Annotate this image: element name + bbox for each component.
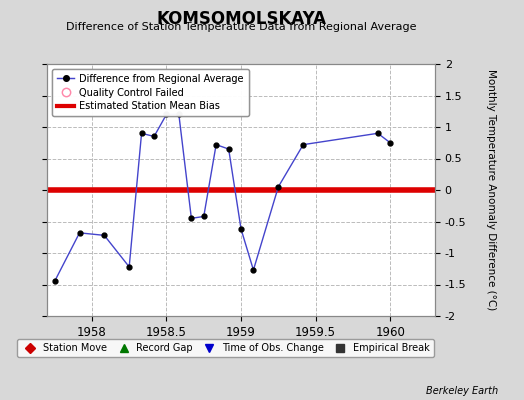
Legend: Difference from Regional Average, Quality Control Failed, Estimated Station Mean: Difference from Regional Average, Qualit…: [52, 69, 248, 116]
Text: Berkeley Earth: Berkeley Earth: [425, 386, 498, 396]
Y-axis label: Monthly Temperature Anomaly Difference (°C): Monthly Temperature Anomaly Difference (…: [486, 69, 496, 311]
Text: Difference of Station Temperature Data from Regional Average: Difference of Station Temperature Data f…: [66, 22, 416, 32]
Text: KOMSOMOLSKAYA: KOMSOMOLSKAYA: [156, 10, 326, 28]
Legend: Station Move, Record Gap, Time of Obs. Change, Empirical Break: Station Move, Record Gap, Time of Obs. C…: [17, 339, 434, 357]
